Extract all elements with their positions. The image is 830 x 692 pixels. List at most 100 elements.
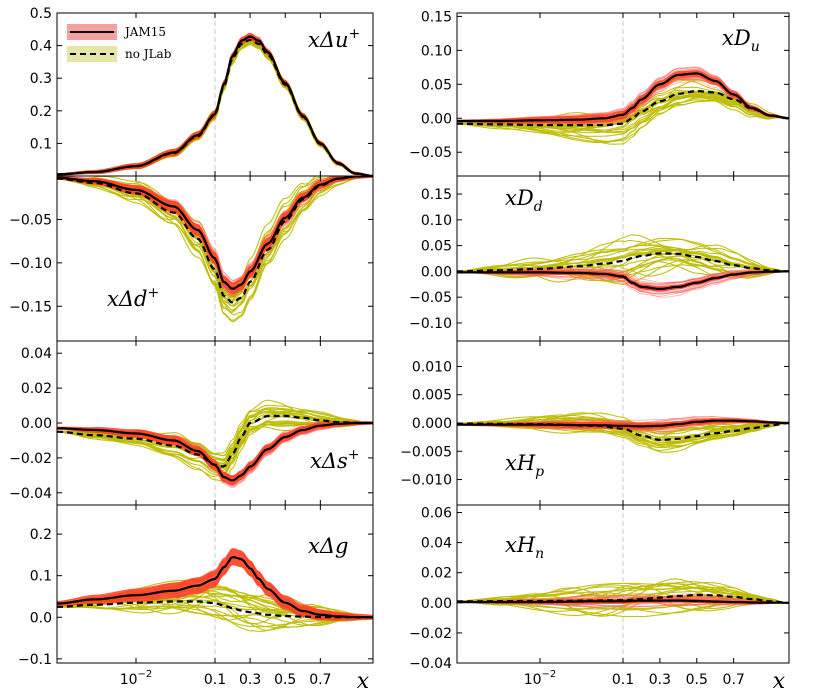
y-tick-label: 0.15 [421, 9, 452, 25]
y-tick-label: 0.10 [421, 213, 452, 229]
panel: 0.06 0.04 0.02 0.00 −0.02 −0.04 xHn [409, 504, 790, 672]
y-tick-label: 0.02 [21, 381, 52, 397]
nojlab-central-curve [457, 89, 789, 127]
x-tick-label: 0.3 [649, 672, 671, 688]
x-tick-label: 0.5 [686, 672, 708, 688]
panel-label: xΔd+ [107, 285, 159, 311]
panel-label: xΔg [308, 534, 348, 558]
x-axis-layer: 10−2 0.1 0.3 0.5 0.7 x 10−2 0.1 0.3 0.5 0.7 x [120, 669, 786, 692]
y-tick-label: 0.005 [412, 388, 452, 404]
y-tick-label: 0.10 [421, 43, 452, 59]
y-tick-label: 0.06 [421, 506, 452, 522]
x-axis-title: x [773, 669, 786, 692]
nojlab-central-curve [457, 593, 789, 604]
nojlab-central-curve [57, 176, 373, 304]
jam15-central-curve [457, 270, 789, 290]
y-tick-label: 0.1 [30, 569, 52, 585]
nojlab-replica-curve [457, 259, 789, 285]
panel: 0.2 0.1 0.0 −0.1 xΔg [18, 504, 374, 668]
plot-area [57, 505, 373, 663]
nojlab-central-curve [57, 600, 373, 619]
nojlab-replica-curve [457, 234, 789, 272]
x-tick-label: 0.1 [204, 672, 226, 688]
panel: 0.15 0.10 0.05 0.00 −0.05 −0.10 xDd [409, 175, 790, 342]
y-tick-label: 0.04 [21, 346, 52, 362]
nojlab-central-curve [457, 252, 789, 273]
plot-area [57, 13, 373, 176]
y-tick-label: −0.010 [400, 473, 452, 489]
y-tick-label: 0.1 [30, 136, 52, 152]
y-tick-label: −0.02 [409, 626, 452, 642]
y-tick-label: 0.05 [421, 239, 452, 255]
nojlab-replica-curve [457, 238, 789, 272]
panel-label: xHp [505, 451, 544, 480]
nojlab-replica-curve [457, 95, 789, 145]
panel-label: xDd [505, 186, 543, 215]
panel: −0.05 −0.10 −0.15 xΔd+ [9, 175, 374, 342]
jam15-uncertainty-band [57, 548, 373, 621]
y-tick-label: −0.04 [409, 656, 452, 672]
panel: 0.15 0.10 0.05 0.00 −0.05 xDu [409, 9, 790, 177]
y-tick-label: 0.04 [421, 536, 452, 552]
y-tick-label: 0.0 [30, 610, 52, 626]
jam15-replica-curve [457, 601, 789, 608]
jam15-replica-curve [457, 270, 789, 295]
y-tick-label: 0.00 [421, 111, 452, 127]
jam15-replica-curve [457, 270, 789, 297]
panel-label: xΔu+ [308, 26, 360, 52]
jam15-replica-curve [457, 601, 789, 608]
jam15-uncertainty-band [57, 420, 373, 486]
y-tick-label: 0.00 [421, 596, 452, 612]
panel: 0.04 0.02 0.00 −0.02 −0.04 xΔs+ [9, 340, 374, 506]
nojlab-central-curve [57, 38, 373, 176]
y-tick-label: −0.02 [9, 451, 52, 467]
plot-area [57, 341, 373, 505]
x-tick-label: 0.5 [274, 672, 296, 688]
y-tick-label: −0.10 [9, 256, 52, 272]
nojlab-replica-curve [57, 605, 373, 628]
jam15-central-curve [57, 555, 373, 619]
y-tick-label: 0.05 [421, 77, 452, 93]
x-tick-label: 10−2 [524, 669, 557, 688]
y-tick-label: −0.05 [409, 290, 452, 306]
y-tick-label: −0.10 [409, 316, 452, 332]
panel: 0.010 0.005 0.000 −0.005 −0.010 xHp [400, 340, 790, 506]
panel-frame [456, 504, 790, 664]
y-tick-label: −0.05 [9, 212, 52, 228]
x-tick-label: 10−2 [120, 669, 153, 688]
x-tick-label: 0.7 [723, 672, 745, 688]
panel: 0.1 0.2 0.3 0.4 0.5 xΔu+ [30, 6, 374, 177]
y-tick-label: 0.000 [412, 416, 452, 432]
nojlab-replica-curve [457, 582, 789, 604]
legend: JAM15 no JLab [67, 24, 172, 62]
x-tick-label: 0.1 [612, 672, 634, 688]
legend-label: no JLab [125, 47, 172, 61]
panel-label: xDu [722, 26, 760, 55]
y-tick-label: 0.15 [421, 187, 452, 203]
x-tick-label: 0.7 [309, 672, 331, 688]
nojlab-replica-curve [457, 239, 789, 272]
plot-area [457, 176, 789, 341]
y-tick-label: 0.010 [412, 359, 452, 375]
nojlab-central-curve [57, 414, 373, 468]
y-tick-label: 0.3 [30, 71, 52, 87]
x-axis-title: x [357, 669, 370, 692]
nojlab-replica-curve [457, 422, 789, 451]
panel-label: xHn [505, 533, 544, 562]
panels-layer: 0.1 0.2 0.3 0.4 0.5 xΔu+ −0.05 −0.10 −0.15 xΔd+ 0.… [9, 6, 790, 672]
nojlab-replica-curve [457, 586, 789, 604]
plot-area [57, 176, 373, 341]
y-tick-label: −0.15 [9, 299, 52, 315]
jam15-central-curve [457, 72, 789, 123]
x-tick-label: 0.3 [239, 672, 261, 688]
y-tick-label: 0.00 [421, 264, 452, 280]
y-tick-label: 0.00 [21, 416, 52, 432]
y-tick-label: 0.2 [30, 527, 52, 543]
nojlab-central-curve [457, 421, 789, 441]
jam15-uncertainty-band [457, 70, 789, 124]
legend-label: JAM15 [123, 25, 166, 39]
y-tick-label: −0.005 [400, 444, 452, 460]
jam15-replica-curve [457, 593, 789, 604]
jam15-central-curve [57, 176, 373, 290]
